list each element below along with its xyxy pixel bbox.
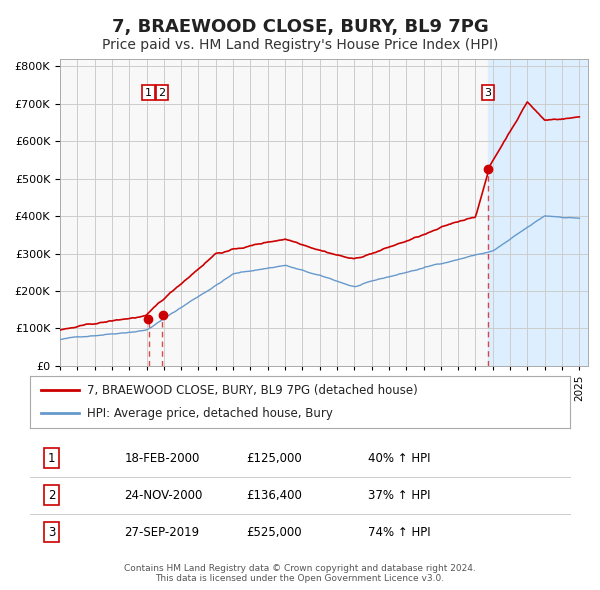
Text: 18-FEB-2000: 18-FEB-2000 bbox=[125, 452, 200, 465]
Text: 40% ↑ HPI: 40% ↑ HPI bbox=[367, 452, 430, 465]
Text: 27-SEP-2019: 27-SEP-2019 bbox=[125, 526, 200, 539]
Text: £525,000: £525,000 bbox=[246, 526, 302, 539]
Text: 1: 1 bbox=[145, 88, 152, 98]
Text: 3: 3 bbox=[48, 526, 55, 539]
Text: Contains HM Land Registry data © Crown copyright and database right 2024.
This d: Contains HM Land Registry data © Crown c… bbox=[124, 563, 476, 583]
Text: 3: 3 bbox=[485, 88, 491, 98]
Text: HPI: Average price, detached house, Bury: HPI: Average price, detached house, Bury bbox=[86, 407, 332, 419]
Text: 7, BRAEWOOD CLOSE, BURY, BL9 7PG (detached house): 7, BRAEWOOD CLOSE, BURY, BL9 7PG (detach… bbox=[86, 384, 418, 397]
Text: 7, BRAEWOOD CLOSE, BURY, BL9 7PG: 7, BRAEWOOD CLOSE, BURY, BL9 7PG bbox=[112, 18, 488, 36]
Text: 74% ↑ HPI: 74% ↑ HPI bbox=[367, 526, 430, 539]
Text: 2: 2 bbox=[158, 88, 166, 98]
Text: 2: 2 bbox=[48, 489, 55, 502]
Text: Price paid vs. HM Land Registry's House Price Index (HPI): Price paid vs. HM Land Registry's House … bbox=[102, 38, 498, 53]
Text: 24-NOV-2000: 24-NOV-2000 bbox=[125, 489, 203, 502]
Text: £125,000: £125,000 bbox=[246, 452, 302, 465]
Text: 37% ↑ HPI: 37% ↑ HPI bbox=[367, 489, 430, 502]
Bar bbox=[488, 59, 588, 366]
Text: £136,400: £136,400 bbox=[246, 489, 302, 502]
Text: 1: 1 bbox=[48, 452, 55, 465]
